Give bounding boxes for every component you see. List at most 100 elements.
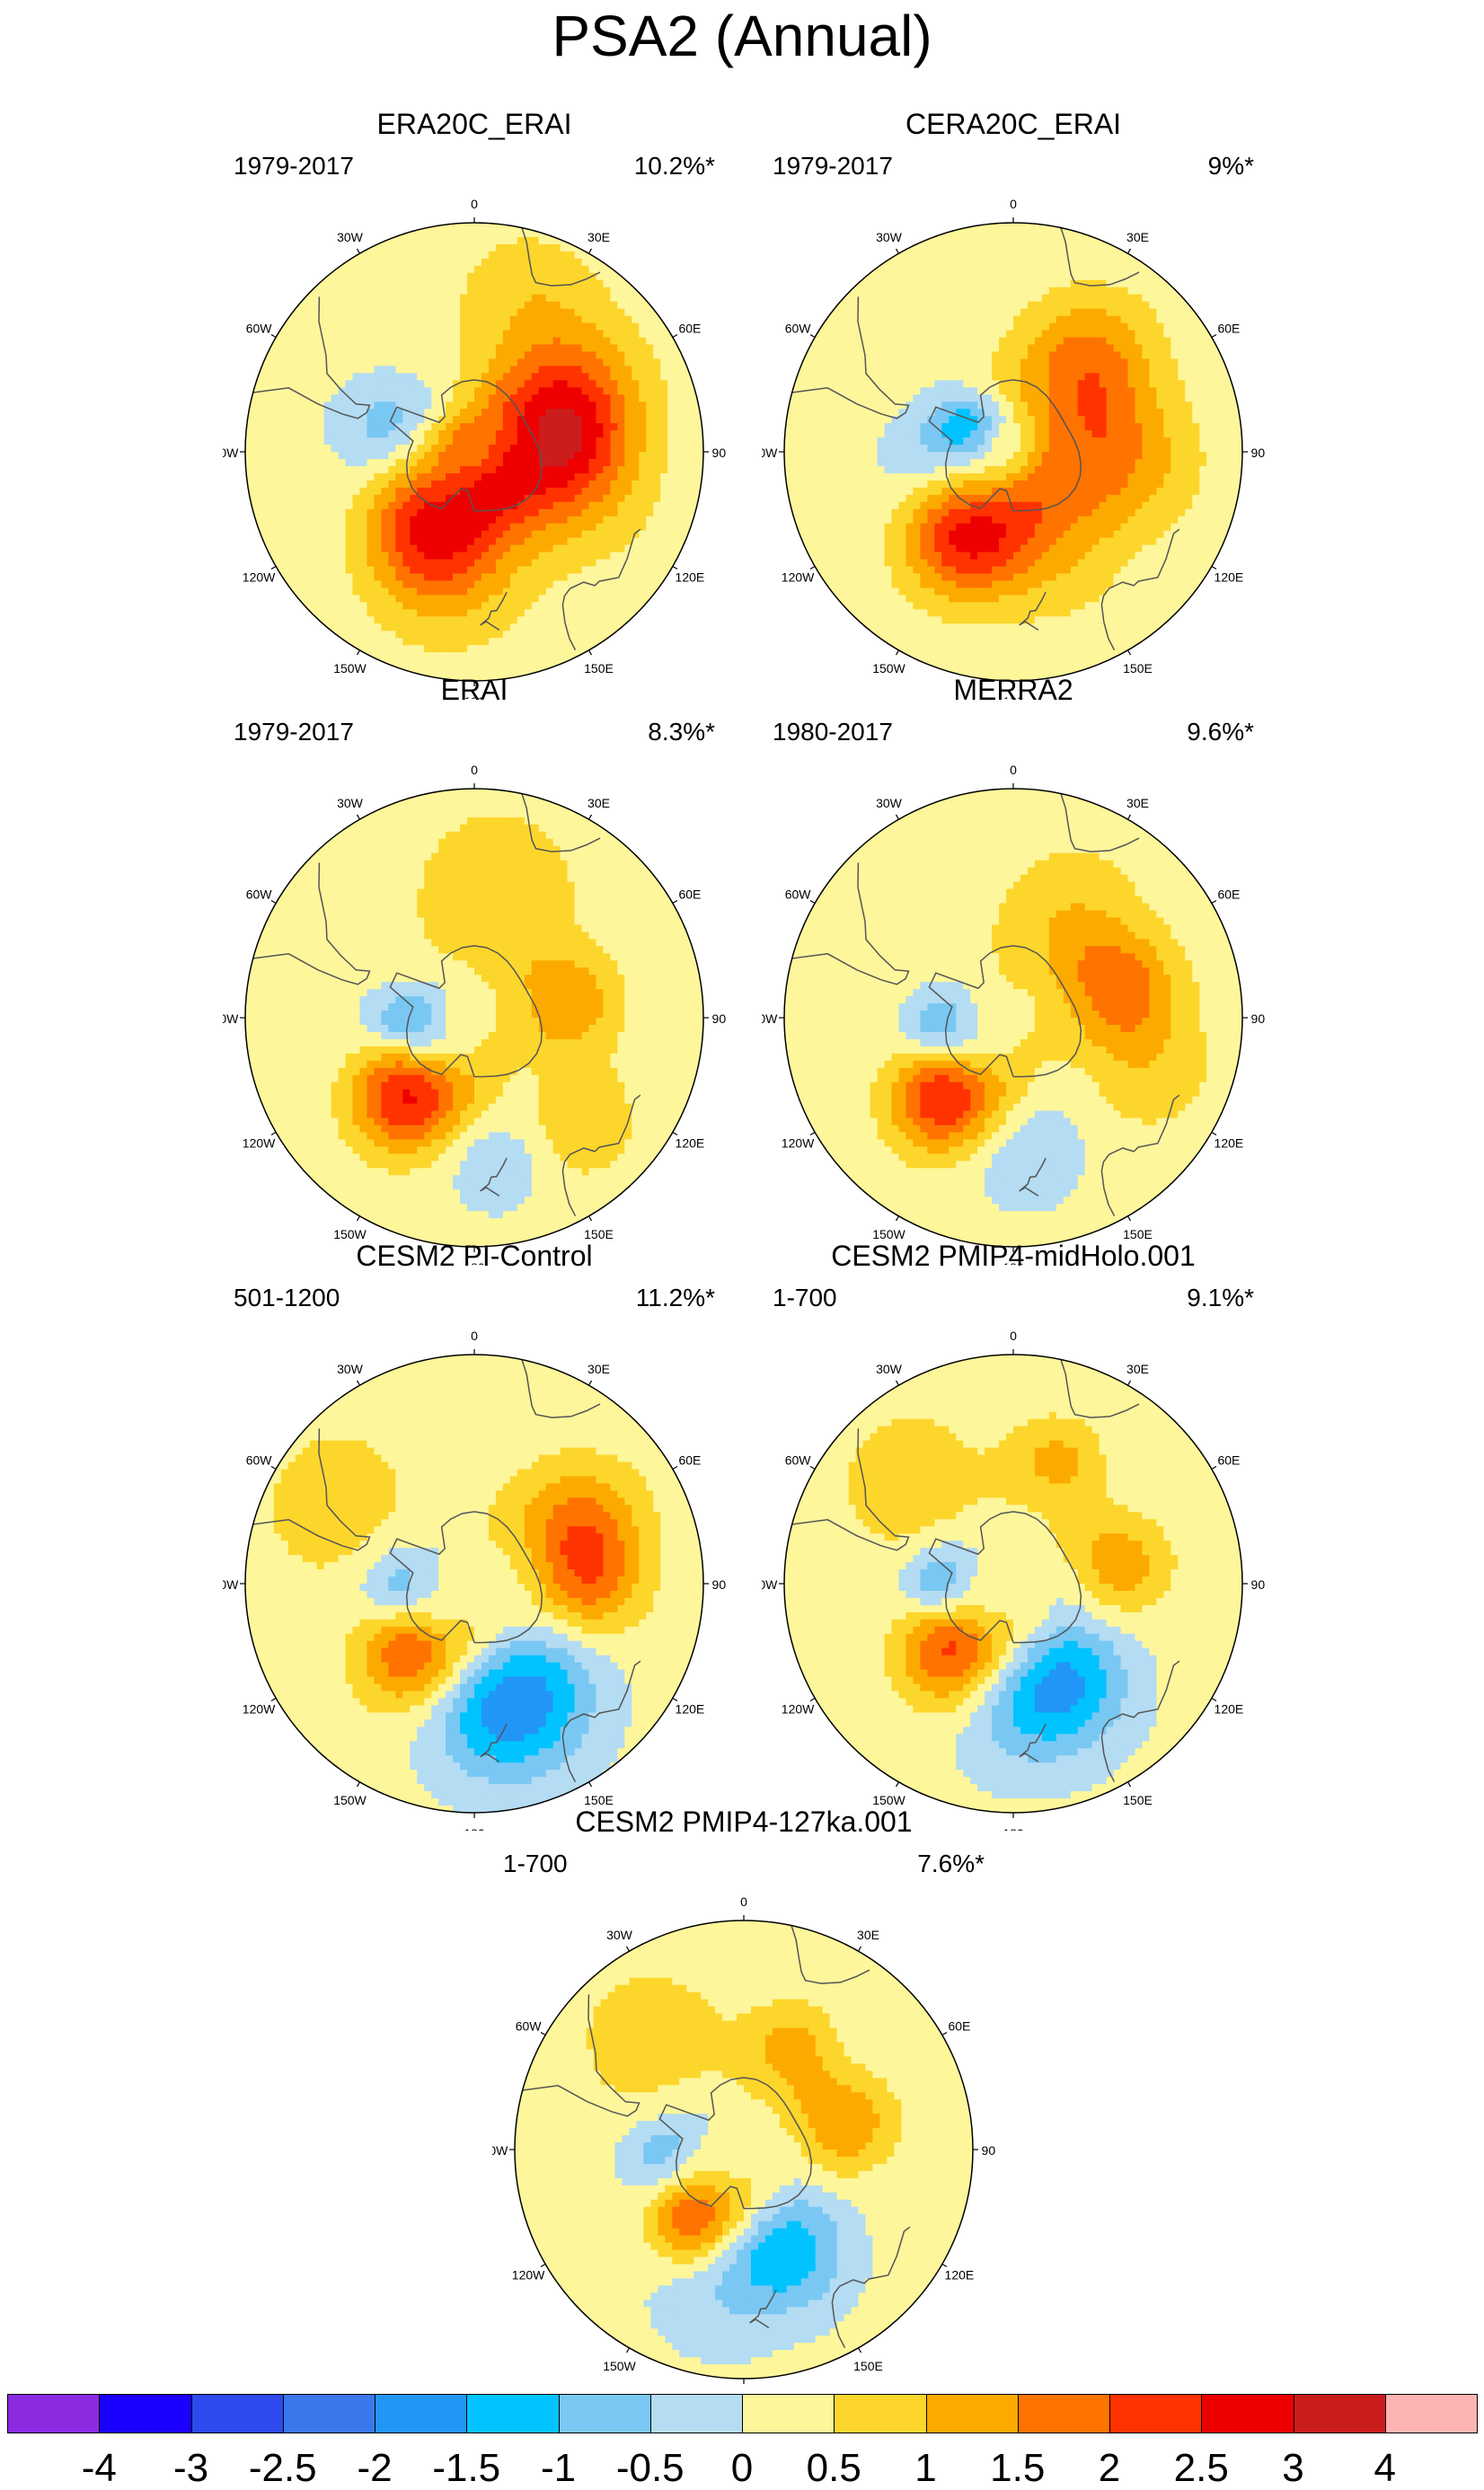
field-cell — [646, 580, 654, 588]
field-cell — [992, 595, 1000, 603]
field-cell — [589, 302, 597, 310]
field-cell — [646, 473, 654, 481]
field-cell — [624, 587, 632, 596]
field-cell — [395, 623, 403, 631]
field-cell — [274, 402, 282, 410]
field-cell — [653, 373, 661, 381]
field-cell — [689, 409, 697, 417]
field-cell — [324, 573, 332, 581]
field-cell — [675, 538, 683, 546]
field-cell — [460, 344, 468, 352]
field-cell — [474, 302, 482, 310]
field-cell — [856, 531, 864, 539]
field-cell — [575, 351, 583, 359]
field-cell — [956, 481, 964, 489]
field-cell — [303, 595, 311, 603]
field-cell — [885, 552, 893, 561]
field-cell — [317, 481, 325, 489]
field-cell — [339, 338, 347, 346]
field-cell — [431, 445, 439, 453]
field-cell — [395, 358, 403, 366]
field-cell — [453, 366, 461, 374]
field-cell — [561, 573, 569, 581]
field-cell — [856, 366, 864, 374]
field-cell — [417, 244, 425, 252]
field-cell — [582, 502, 590, 510]
field-cell — [963, 266, 971, 274]
field-cell — [561, 531, 569, 539]
field-cell — [827, 560, 835, 568]
field-cell — [568, 373, 576, 381]
field-cell — [813, 552, 821, 561]
field-cell — [417, 430, 425, 438]
field-cell — [532, 595, 540, 603]
field-cell — [346, 495, 354, 503]
field-cell — [941, 423, 950, 431]
field-cell — [799, 430, 807, 438]
field-cell — [934, 273, 942, 281]
field-cell — [474, 587, 482, 596]
field-cell — [927, 331, 935, 339]
field-cell — [610, 295, 618, 303]
field-cell — [481, 331, 490, 339]
field-cell — [582, 545, 590, 553]
field-cell — [905, 295, 914, 303]
field-cell — [446, 602, 454, 610]
field-cell — [460, 223, 468, 231]
field-cell — [339, 545, 347, 553]
field-cell — [920, 351, 928, 359]
field-cell — [353, 437, 361, 446]
field-cell — [460, 481, 468, 489]
field-cell — [245, 387, 253, 395]
field-cell — [913, 259, 921, 267]
field-cell — [827, 437, 835, 446]
field-cell — [646, 358, 654, 366]
field-cell — [849, 358, 857, 366]
field-cell — [885, 331, 893, 339]
field-cell — [446, 545, 454, 553]
field-cell — [546, 573, 554, 581]
field-cell — [367, 323, 375, 331]
field-cell — [417, 273, 425, 281]
field-cell — [467, 645, 475, 653]
field-cell — [878, 567, 886, 575]
field-cell — [985, 366, 993, 374]
field-cell — [934, 302, 942, 310]
field-cell — [582, 573, 590, 581]
field-cell — [489, 631, 497, 639]
field-cell — [941, 538, 950, 546]
field-cell — [424, 237, 432, 245]
field-cell — [303, 437, 311, 446]
field-cell — [402, 423, 411, 431]
field-cell — [589, 331, 597, 339]
field-cell — [568, 595, 576, 603]
field-cell — [281, 560, 289, 568]
field-cell — [610, 567, 618, 575]
field-cell — [568, 380, 576, 388]
field-cell — [682, 481, 690, 489]
field-cell — [617, 266, 625, 274]
field-cell — [992, 638, 1000, 646]
field-cell — [892, 387, 900, 395]
field-cell — [503, 609, 511, 617]
field-cell — [835, 323, 843, 331]
field-cell — [892, 266, 900, 274]
field-cell — [481, 573, 490, 581]
field-cell — [892, 567, 900, 575]
field-cell — [820, 309, 828, 317]
field-cell — [310, 502, 318, 510]
field-cell — [331, 545, 340, 553]
field-cell — [660, 409, 668, 417]
field-cell — [402, 531, 411, 539]
field-cell — [561, 466, 569, 474]
field-cell — [575, 488, 583, 496]
field-cell — [885, 387, 893, 395]
field-cell — [395, 266, 403, 274]
field-cell — [474, 602, 482, 610]
field-cell — [575, 409, 583, 417]
field-cell — [905, 495, 914, 503]
field-cell — [395, 387, 403, 395]
field-cell — [682, 445, 690, 453]
field-cell — [603, 595, 611, 603]
field-cell — [977, 380, 985, 388]
